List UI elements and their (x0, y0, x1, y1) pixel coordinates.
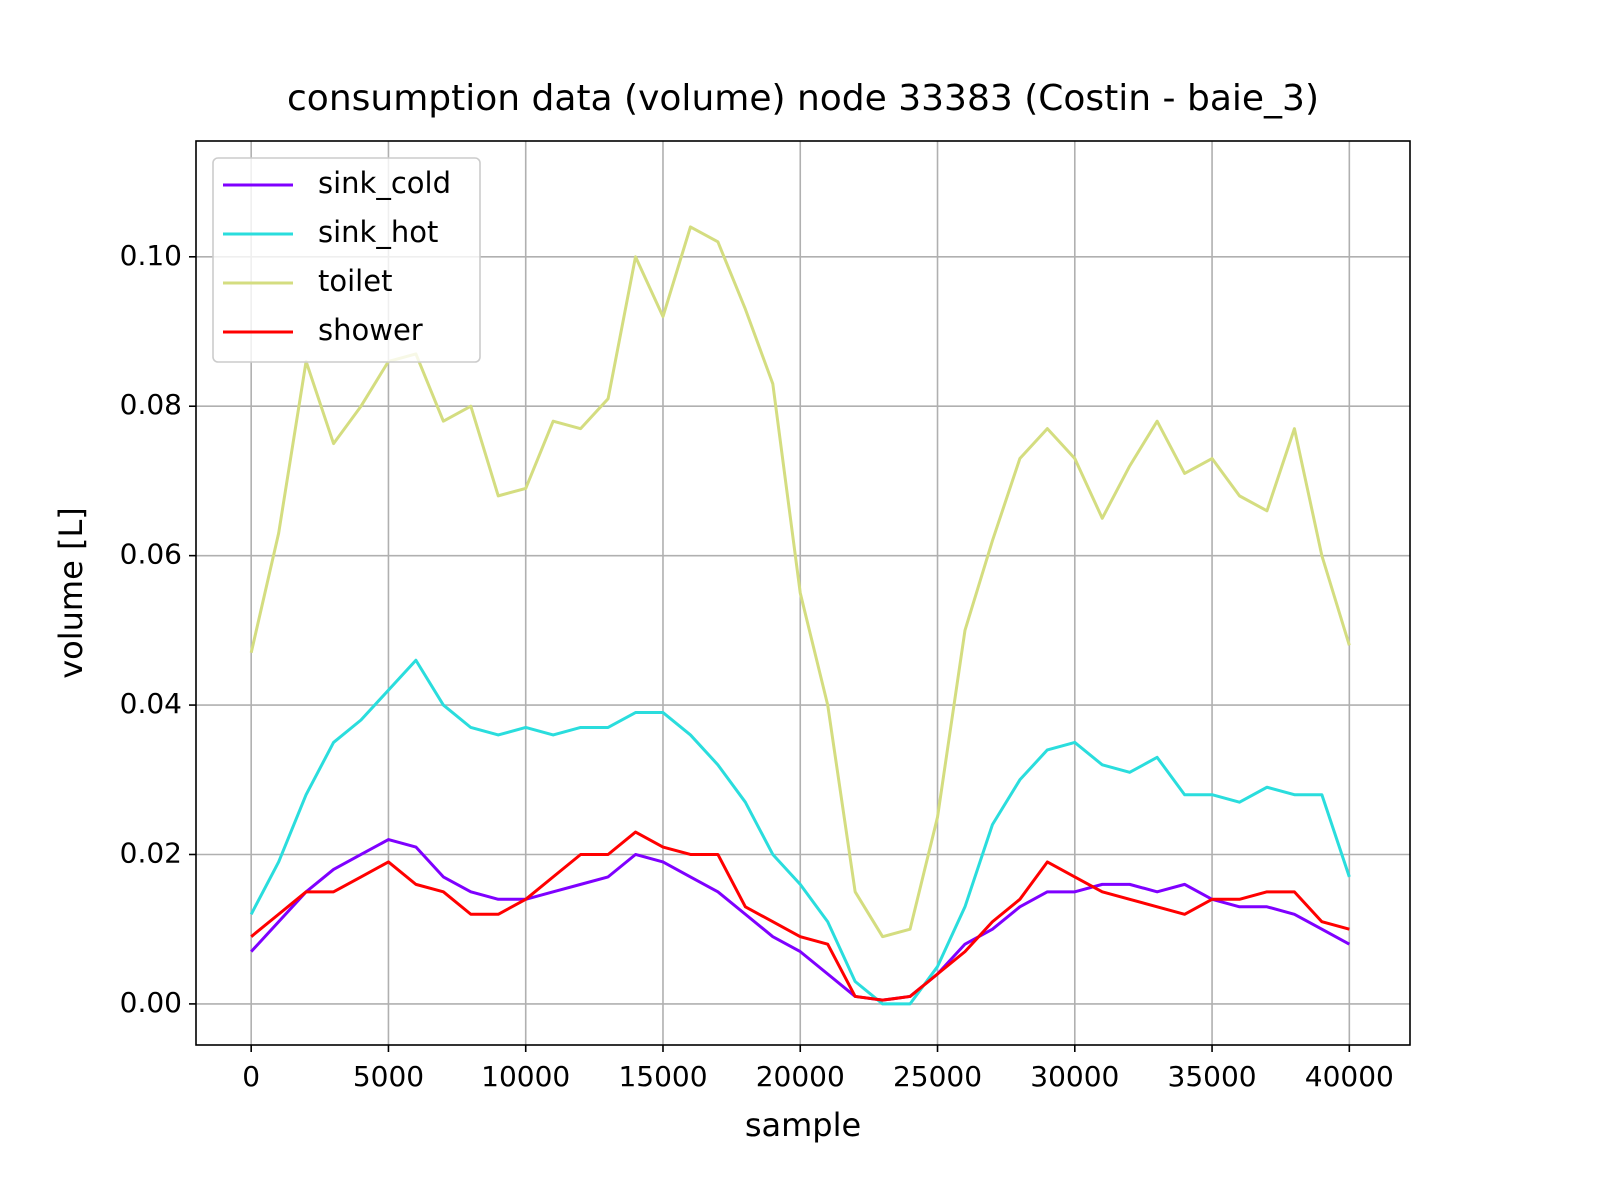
y-tick-label: 0.02 (120, 836, 182, 869)
x-tick-label: 15000 (618, 1060, 707, 1093)
series-line (249, 658, 1351, 1006)
x-tick-label: 20000 (756, 1060, 845, 1093)
x-tick-label: 5000 (353, 1060, 424, 1093)
series-line (249, 225, 1351, 939)
y-tick-label: 0.06 (120, 538, 182, 571)
plot-frame (195, 140, 1411, 1046)
y-tick-label: 0.10 (120, 239, 182, 272)
chart-title: consumption data (volume) node 33383 (Co… (287, 78, 1319, 119)
legend-box (212, 157, 481, 363)
y-tick-label: 0.00 (120, 986, 182, 1019)
x-axis-label: sample (745, 1106, 861, 1144)
y-axis-label: volume [L] (52, 507, 90, 679)
y-tick-label: 0.08 (120, 388, 182, 421)
x-tick-label: 25000 (893, 1060, 982, 1093)
legend-label: shower (318, 313, 423, 347)
x-tick-label: 30000 (1030, 1060, 1119, 1093)
legend-label: toilet (318, 264, 392, 298)
y-tick-label: 0.04 (120, 687, 182, 720)
x-tick-label: 0 (242, 1060, 260, 1093)
x-tick-label: 35000 (1168, 1060, 1257, 1093)
legend-label: sink_hot (318, 215, 438, 249)
series-line (250, 838, 1351, 1002)
x-tick-label: 10000 (481, 1060, 570, 1093)
series-line (250, 830, 1350, 1002)
x-tick-label: 40000 (1305, 1060, 1394, 1093)
legend-label: sink_cold (318, 166, 451, 200)
